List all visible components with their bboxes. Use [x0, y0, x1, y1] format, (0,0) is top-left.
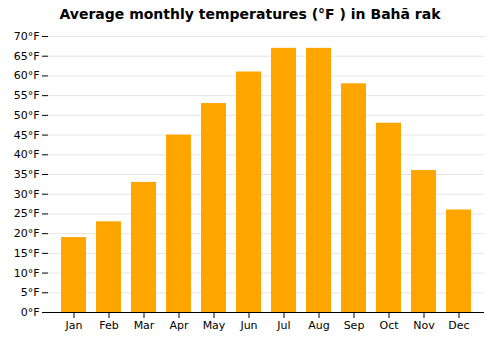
svg-text:Dec: Dec: [448, 319, 469, 332]
svg-text:45°F: 45°F: [14, 129, 40, 142]
svg-text:Jan: Jan: [65, 319, 83, 332]
svg-text:65°F: 65°F: [14, 50, 40, 63]
html-text:Average monthly temperatures (: Average monthly temperatures (°F ) in Ba…: [59, 6, 441, 22]
svg-text:25°F: 25°F: [14, 207, 40, 220]
svg-text:15°F: 15°F: [14, 247, 40, 260]
svg-text:60°F: 60°F: [14, 69, 40, 82]
svg-text:Oct: Oct: [379, 319, 399, 332]
svg-text:40°F: 40°F: [14, 148, 40, 161]
svg-text:35°F: 35°F: [14, 168, 40, 181]
svg-text:50°F: 50°F: [14, 109, 40, 122]
svg-text:5°F: 5°F: [21, 286, 40, 299]
svg-text:30°F: 30°F: [14, 188, 40, 201]
svg-text:Feb: Feb: [99, 319, 118, 332]
svg-text:May: May: [203, 319, 226, 332]
svg-text:Jun: Jun: [239, 319, 257, 332]
svg-text:55°F: 55°F: [14, 89, 40, 102]
svg-text:Jul: Jul: [276, 319, 290, 332]
svg-text:Mar: Mar: [134, 319, 155, 332]
svg-text:20°F: 20°F: [14, 227, 40, 240]
svg-text:Nov: Nov: [413, 319, 435, 332]
svg-text:Sep: Sep: [344, 319, 365, 332]
svg-text:Apr: Apr: [169, 319, 189, 332]
svg-text:70°F: 70°F: [14, 30, 40, 43]
svg-text:Aug: Aug: [308, 319, 329, 332]
svg-text:0°F: 0°F: [21, 306, 40, 319]
svg-text:10°F: 10°F: [14, 267, 40, 280]
